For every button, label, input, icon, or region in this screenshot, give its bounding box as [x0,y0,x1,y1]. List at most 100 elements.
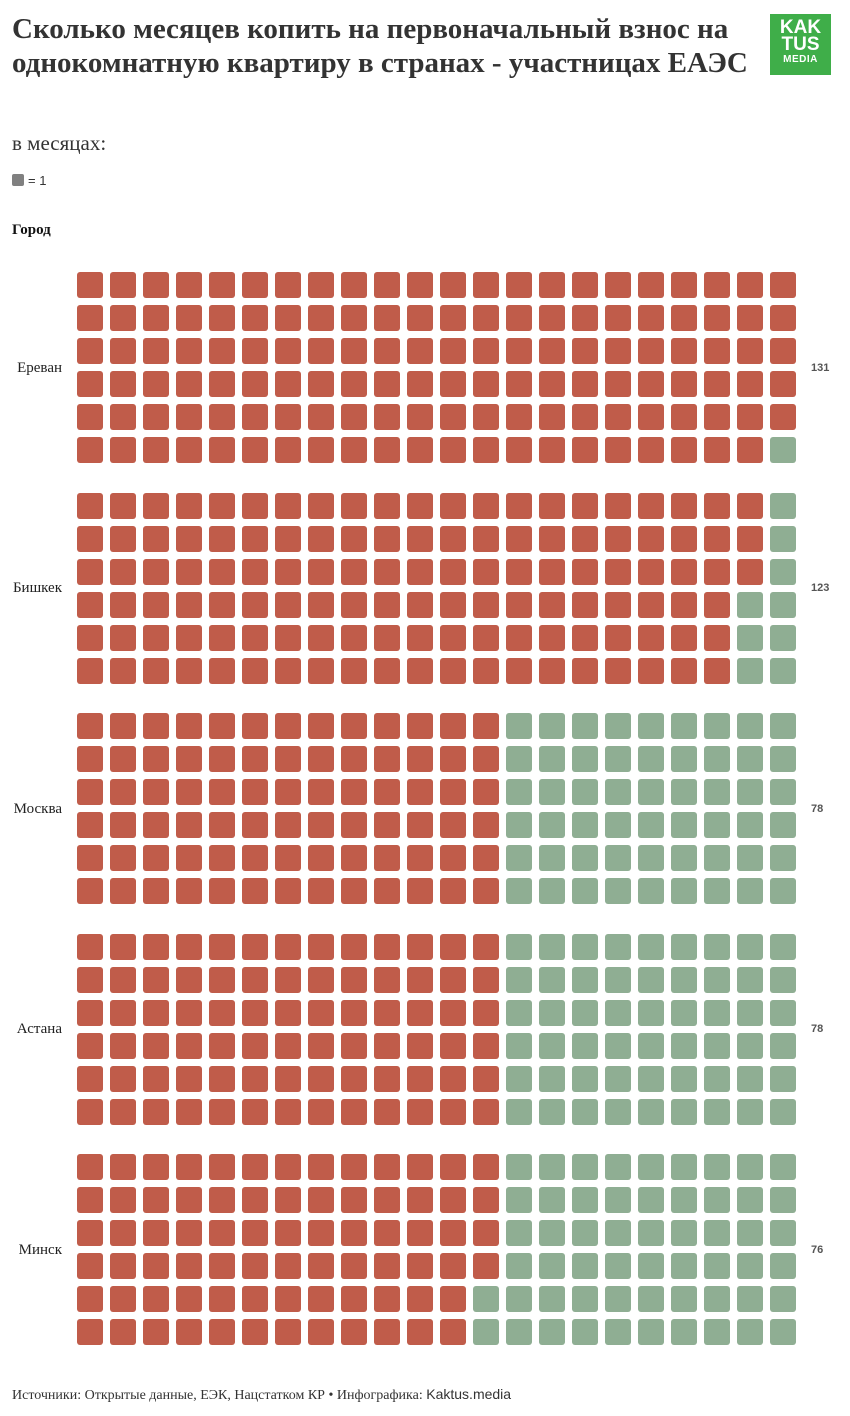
waffle-cell [143,558,169,585]
waffle-cell [275,1286,301,1313]
waffle-cell [341,1098,367,1125]
waffle-cell [770,1098,796,1125]
waffle-cell [737,338,763,364]
waffle-cell [374,779,400,806]
waffle-cell [638,1032,664,1059]
waffle-cell [209,1098,235,1125]
waffle-cell [737,591,763,618]
waffle-cell [407,878,433,905]
waffle-cell [407,999,433,1026]
waffle-cell [671,966,697,993]
waffle-cell [506,272,532,298]
waffle-cell [605,525,631,552]
waffle-cell [671,591,697,618]
waffle-cell [275,657,301,684]
waffle-cell [209,437,235,463]
waffle-cell [77,966,103,993]
waffle-cell [605,878,631,905]
waffle-cell [473,492,499,519]
waffle-cell [209,1187,235,1214]
waffle-cell [143,933,169,960]
waffle-cell [209,492,235,519]
waffle-cell [638,845,664,872]
waffle-cell [110,1154,136,1181]
waffle-cell [209,338,235,364]
waffle-cell [176,966,202,993]
waffle-cell [440,657,466,684]
waffle-cell [671,1220,697,1247]
waffle-cell [539,966,565,993]
waffle-cell [77,305,103,331]
waffle-cell [473,437,499,463]
city-label: Астана [16,1021,62,1038]
waffle-cell [143,624,169,651]
waffle-cell [770,1220,796,1247]
kaktus-media-logo[interactable]: KAK TUS MEDIA [770,14,831,75]
waffle-cell [671,1098,697,1125]
waffle-cell [341,1286,367,1313]
waffle-cell [308,272,334,298]
waffle-cell [770,492,796,519]
waffle-cell [407,966,433,993]
waffle-cell [209,1286,235,1313]
waffle-cell [638,492,664,519]
waffle-cell [110,1032,136,1059]
waffle-cell [308,1098,334,1125]
waffle-cell [440,878,466,905]
waffle-cell [242,713,268,740]
chart-subtitle: в месяцах: [12,131,107,155]
waffle-cell [308,1286,334,1313]
waffle-cell [737,1220,763,1247]
waffle-cell [605,1187,631,1214]
waffle-cell [506,878,532,905]
waffle-cell [473,746,499,773]
waffle-cell [407,779,433,806]
waffle-cell [704,624,730,651]
waffle-cell [572,1065,598,1092]
waffle-cell [605,558,631,585]
waffle-cell [77,878,103,905]
waffle-cell [473,525,499,552]
waffle-cell [143,779,169,806]
waffle-cell [704,437,730,463]
waffle-cell [440,1154,466,1181]
waffle-cell [242,1098,268,1125]
waffle-cell [275,437,301,463]
waffle-cell [374,878,400,905]
waffle-cell [605,845,631,872]
waffle-cell [407,338,433,364]
waffle-cell [572,371,598,397]
waffle-cell [704,371,730,397]
waffle-cell [770,272,796,298]
waffle-cell [473,657,499,684]
waffle-cell [605,1032,631,1059]
waffle-cell [407,371,433,397]
waffle-cell [506,812,532,839]
waffle-cell [275,845,301,872]
waffle-cell [143,657,169,684]
footer-brand-link[interactable]: Kaktus.media [426,1386,512,1402]
waffle-cell [440,746,466,773]
waffle-cell [110,404,136,430]
waffle-cell [374,558,400,585]
waffle-cell [737,1065,763,1092]
waffle-cell [110,1065,136,1092]
waffle-cell [209,1253,235,1280]
waffle-cell [275,338,301,364]
waffle-cell [539,1220,565,1247]
waffle-cell [407,1319,433,1346]
waffle-cell [407,1220,433,1247]
waffle-cell [572,492,598,519]
waffle-cell [506,492,532,519]
waffle-cell [605,746,631,773]
waffle-cell [671,1253,697,1280]
waffle-cell [374,1154,400,1181]
waffle-cell [737,1187,763,1214]
waffle-cell [539,878,565,905]
waffle-cell [770,966,796,993]
waffle-cell [572,338,598,364]
waffle-cell [704,1319,730,1346]
waffle-cell [671,779,697,806]
waffle-cell [143,437,169,463]
waffle-cell [506,933,532,960]
